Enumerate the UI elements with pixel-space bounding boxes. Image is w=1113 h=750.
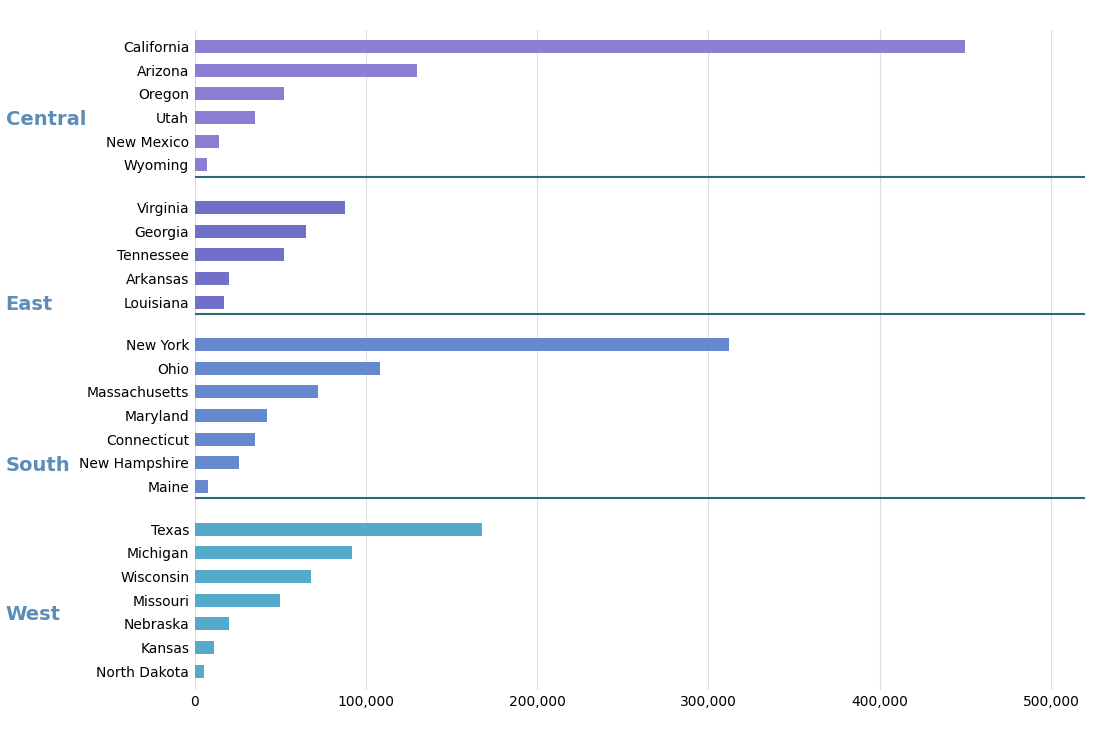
Bar xyxy=(195,433,255,445)
Bar xyxy=(195,664,204,677)
Bar xyxy=(195,296,224,308)
Bar xyxy=(195,617,229,630)
Bar xyxy=(195,111,255,124)
Text: South: South xyxy=(6,456,70,475)
Bar xyxy=(195,409,267,422)
Bar xyxy=(195,158,207,171)
Bar xyxy=(195,386,318,398)
Bar xyxy=(195,201,345,214)
Bar xyxy=(195,641,214,654)
Bar xyxy=(195,480,208,493)
Bar xyxy=(195,570,312,583)
Text: East: East xyxy=(6,295,52,314)
Bar xyxy=(195,224,306,238)
Bar xyxy=(195,523,482,536)
Bar xyxy=(195,40,965,53)
Text: West: West xyxy=(6,604,60,624)
Bar xyxy=(195,362,380,375)
Bar xyxy=(195,593,280,607)
Bar xyxy=(195,87,284,100)
Bar xyxy=(195,248,284,261)
Bar xyxy=(195,64,417,76)
Bar xyxy=(195,338,729,351)
Bar xyxy=(195,457,239,470)
Text: Central: Central xyxy=(6,110,86,130)
Bar xyxy=(195,546,353,560)
Bar xyxy=(195,272,229,285)
Bar xyxy=(195,135,219,148)
